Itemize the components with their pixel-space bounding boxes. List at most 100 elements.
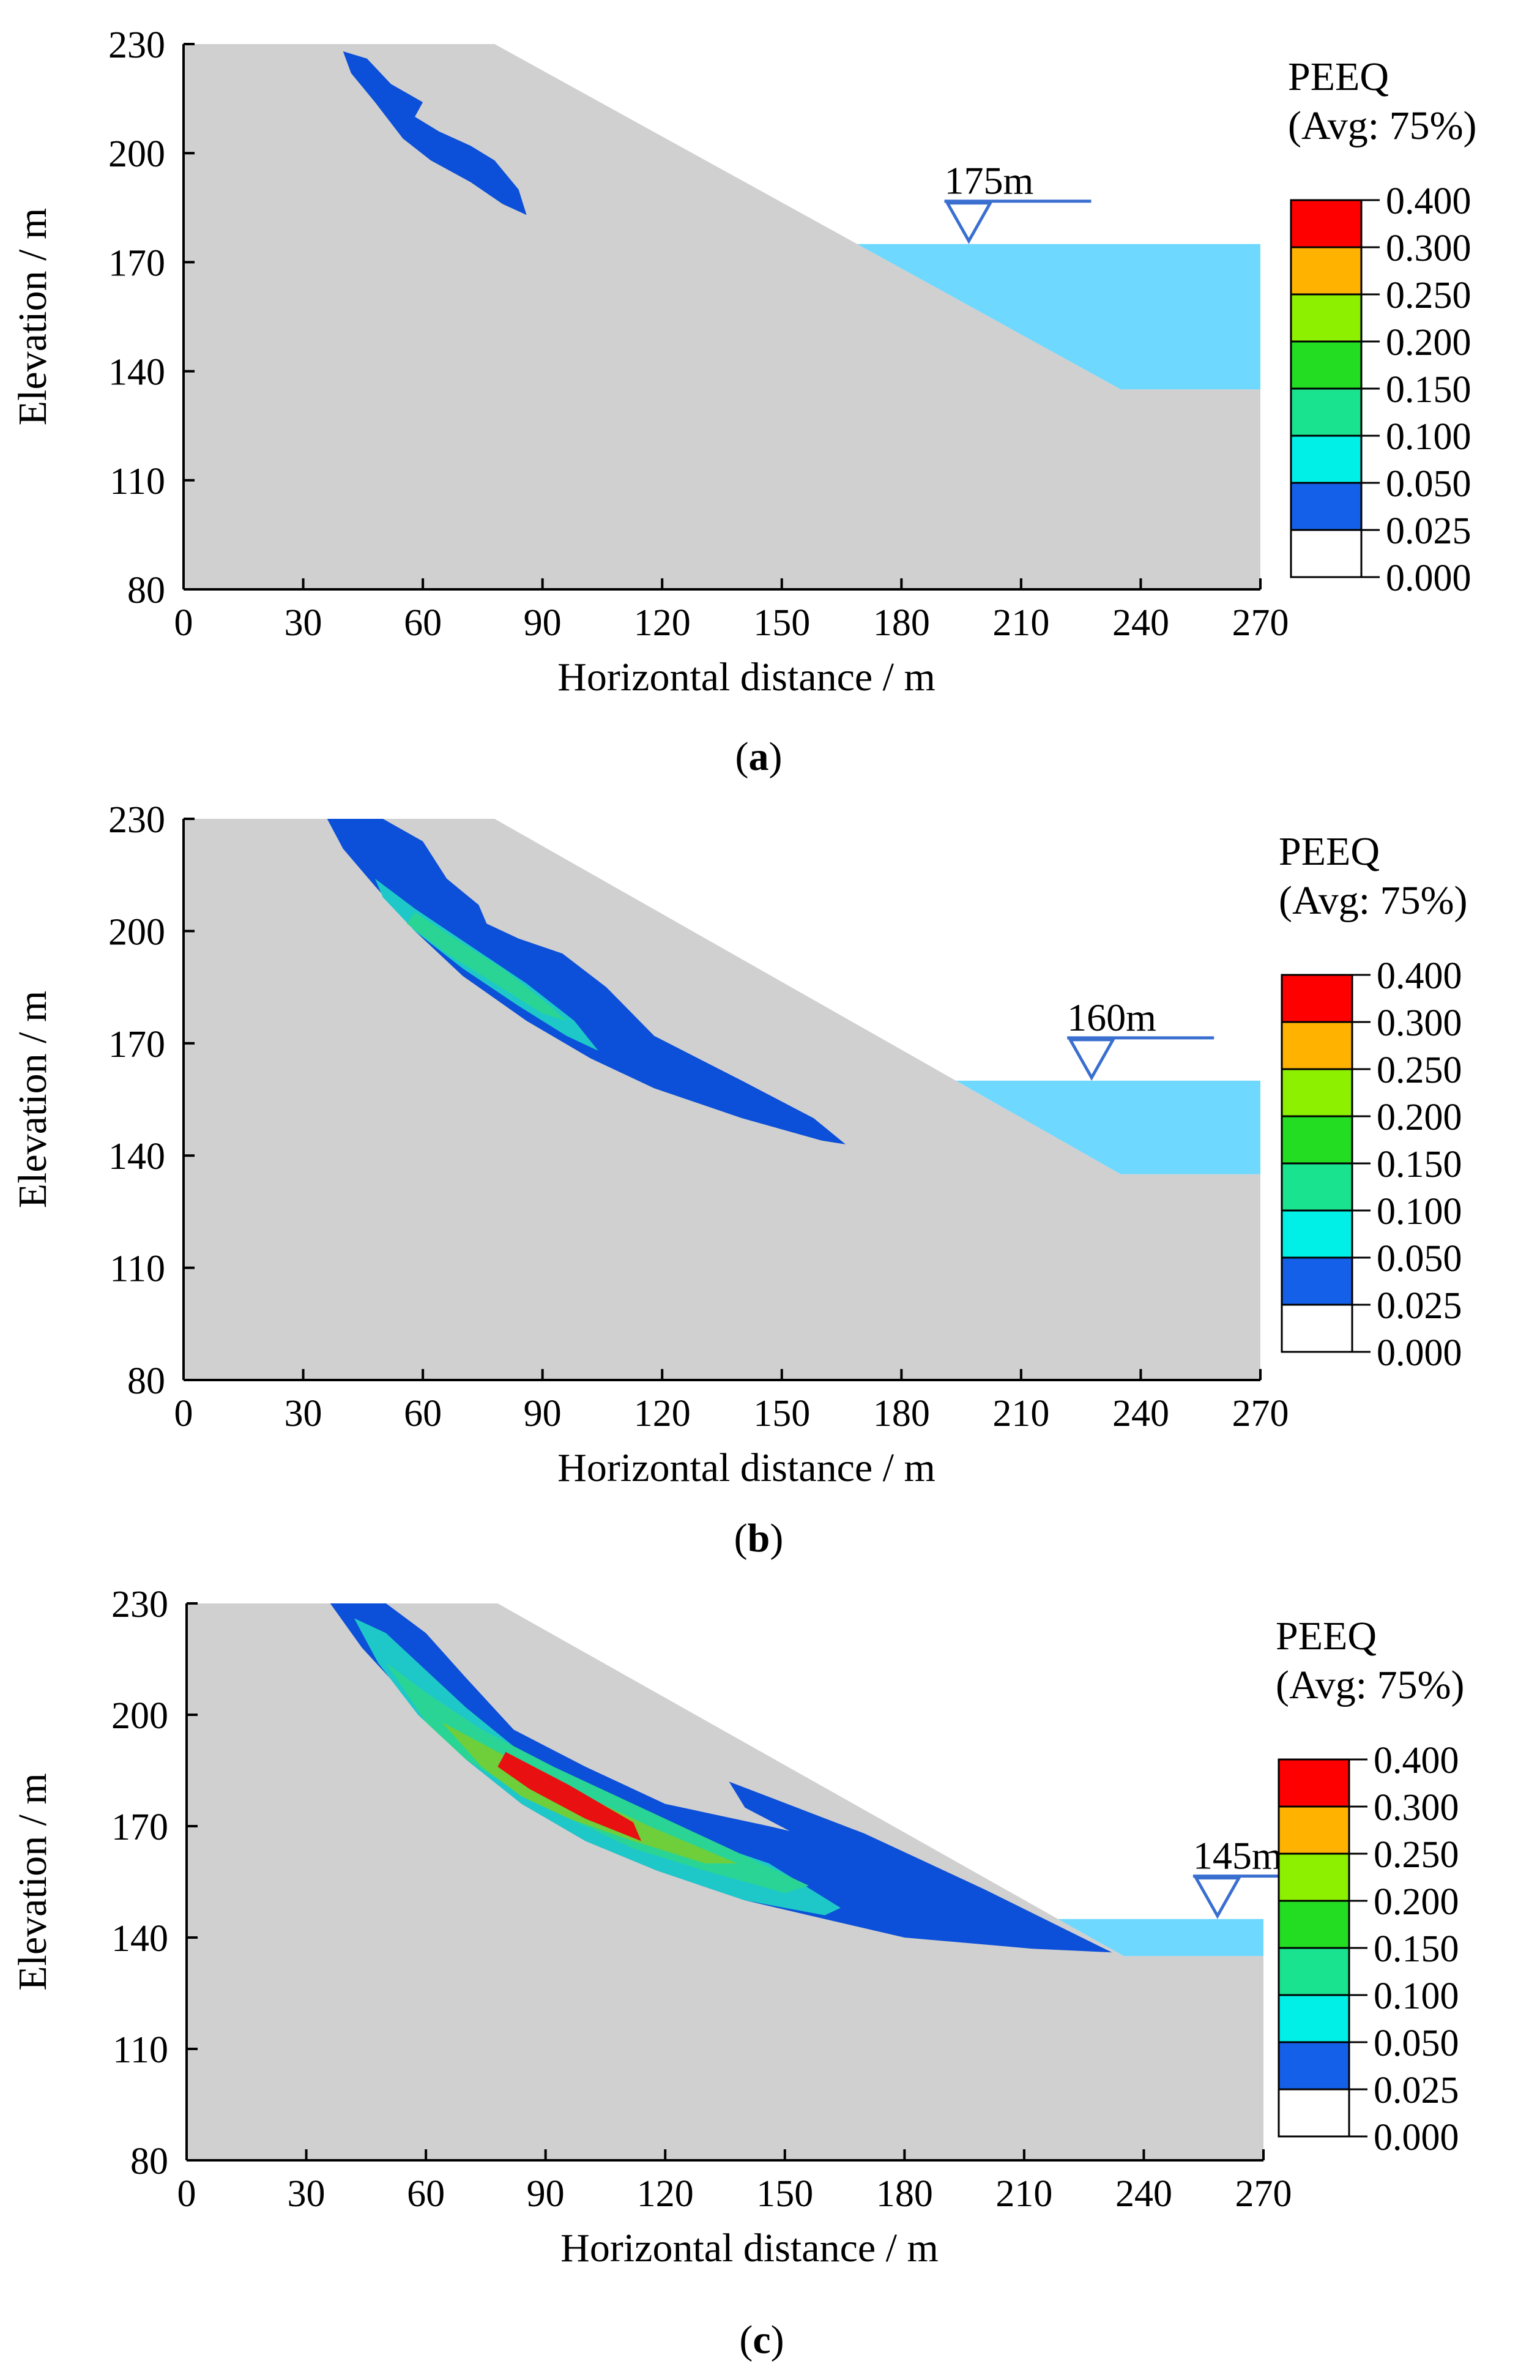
y-tick-label: 140 [108,1136,165,1177]
x-tick-label: 90 [524,602,562,644]
legend-subtitle: (Avg: 75%) [1279,878,1468,923]
panel-caption: (c) [739,2318,784,2362]
legend-value: 0.150 [1374,1928,1459,1970]
x-tick-label: 60 [404,602,442,644]
legend-swatch [1281,1162,1353,1212]
legend-swatch [1278,2041,1350,2091]
x-tick-label: 30 [285,602,322,644]
x-tick-label: 60 [407,2173,445,2215]
x-axis-label: Horizontal distance / m [557,655,936,699]
plastic-zone [385,1663,809,1893]
water-level-label: 175m [944,159,1033,203]
legend-swatch [1281,1209,1353,1259]
legend-swatch [1278,2088,1350,2138]
legend-swatch [1278,1758,1350,1808]
x-tick-label: 180 [873,602,930,644]
legend-swatch [1278,1994,1350,2043]
x-tick-label: 30 [285,1393,322,1434]
x-tick-label: 0 [174,1393,193,1434]
y-tick-label: 200 [108,133,165,175]
x-tick-label: 90 [524,1393,562,1434]
legend-swatch [1278,1947,1350,1996]
plastic-zone [330,1603,1112,1953]
x-axis-label: Horizontal distance / m [557,1446,936,1490]
legend-value: 0.200 [1374,1881,1459,1923]
y-tick-label: 230 [108,24,165,66]
plastic-zone [327,819,846,1144]
x-tick-label: 0 [177,2173,196,2215]
legend-value: 0.150 [1377,1144,1462,1185]
water-body [857,244,1260,390]
plastic-zone [497,1751,642,1841]
legend-title: PEEQ [1276,1614,1377,1658]
legend-value: 0.000 [1374,2117,1459,2158]
x-tick-label: 210 [992,1393,1049,1434]
panel-c: 0 30 60 90 120 150 180 210 240 270 80 110 140 170 200 2… [10,1584,1465,2362]
plastic-zone [407,912,567,1021]
y-tick-label: 230 [108,799,165,841]
y-tick-label: 110 [110,1248,165,1290]
legend-swatch [1290,387,1363,437]
legend-title: PEEQ [1288,54,1389,99]
x-axis-label: Horizontal distance / m [560,2226,939,2270]
water-level-label: 145m [1193,1834,1282,1878]
y-axis-label: Elevation / m [10,208,55,426]
x-tick-label: 120 [634,1393,691,1434]
legend-value: 0.200 [1377,1097,1462,1138]
legend-value: 0.250 [1386,275,1471,316]
legend-swatch [1281,1304,1353,1353]
legend-swatch [1290,246,1363,296]
x-tick-label: 180 [873,1393,930,1434]
y-tick-label: 170 [108,242,165,284]
x-tick-label: 270 [1235,2173,1292,2215]
legend-swatch [1290,482,1363,531]
legend-value: 0.400 [1386,181,1471,222]
y-axis-label: Elevation / m [10,1773,55,1991]
legend-swatch [1281,974,1353,1023]
legend-value: 0.025 [1377,1285,1462,1327]
y-tick-label: 110 [110,461,165,502]
legend-value: 0.100 [1386,416,1471,458]
water-body [1058,1919,1263,1957]
y-tick-label: 140 [111,1918,168,1960]
x-tick-label: 240 [1112,1393,1169,1434]
x-tick-label: 150 [753,602,810,644]
water-level-triangle [1067,1038,1116,1081]
legend-value: 0.300 [1377,1002,1462,1044]
legend-swatch [1290,340,1363,390]
x-tick-label: 120 [637,2173,694,2215]
legend-value: 0.050 [1374,2023,1459,2064]
x-tick-label: 90 [527,2173,565,2215]
legend-swatch [1290,199,1363,248]
water-body [956,1080,1260,1174]
x-tick-label: 210 [995,2173,1052,2215]
legend-value: 0.300 [1386,228,1471,269]
legend-subtitle: (Avg: 75%) [1288,103,1477,148]
y-tick-label: 80 [130,2141,168,2182]
legend-value: 0.025 [1386,510,1471,552]
panel-caption: (b) [734,1516,784,1561]
legend-value: 0.250 [1374,1834,1459,1876]
legend-value: 0.200 [1386,322,1471,364]
soil-body [184,44,1260,589]
y-tick-label: 230 [111,1584,168,1625]
water-level-triangle [945,201,993,244]
water-level-label: 160m [1067,996,1156,1039]
y-tick-label: 140 [108,352,165,394]
legend-swatch [1278,1852,1350,1902]
legend-title: PEEQ [1279,829,1380,874]
legend-swatch [1290,529,1363,578]
x-tick-label: 180 [876,2173,933,2215]
plastic-zone [343,51,527,215]
x-tick-label: 120 [634,602,691,644]
x-tick-label: 270 [1232,602,1289,644]
legend-swatch [1281,1115,1353,1165]
y-tick-label: 170 [108,1024,165,1065]
legend-value: 0.400 [1374,1740,1459,1781]
legend-swatch [1281,1068,1353,1117]
x-tick-label: 150 [753,1393,810,1434]
x-tick-label: 210 [992,602,1049,644]
panel-b: 0 30 60 90 120 150 180 210 240 270 80 110 140 170 200 2… [10,799,1468,1561]
legend-value: 0.000 [1377,1332,1462,1374]
legend-swatch [1290,435,1363,484]
